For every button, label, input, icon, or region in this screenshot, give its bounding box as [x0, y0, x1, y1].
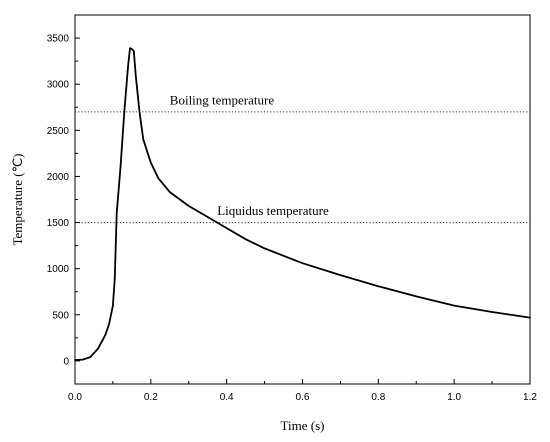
x-tick-label: 1.0 — [447, 392, 461, 403]
y-tick-label: 3500 — [47, 34, 70, 45]
x-tick-label: 0.0 — [68, 392, 82, 403]
y-tick-label: 2500 — [47, 126, 70, 137]
series-line-0 — [74, 47, 531, 361]
x-tick-label: 1.2 — [523, 392, 537, 403]
reference-label-0: Boiling temperature — [170, 92, 275, 107]
x-tick-label: 0.6 — [296, 392, 310, 403]
y-tick-label: 0 — [63, 356, 69, 367]
y-axis: 0 500 1000 1500 2000 2500 3000 3500 — [47, 34, 80, 367]
y-tick-label: 2000 — [47, 172, 70, 183]
y-tick-label: 1000 — [47, 264, 70, 275]
plot-frame — [74, 14, 531, 385]
x-tick-label: 0.2 — [144, 392, 158, 403]
y-tick-label: 3000 — [47, 80, 70, 91]
y-tick-label: 500 — [52, 310, 69, 321]
y-axis-title: Temperature (℃) — [10, 153, 25, 245]
x-axis-title: Time (s) — [281, 418, 325, 433]
plot-area: Boiling temperature Liquidus temperature — [74, 47, 531, 361]
x-axis: 0.0 0.2 0.4 0.6 0.8 1.0 1.2 — [68, 379, 537, 403]
reference-label-1: Liquidus temperature — [217, 203, 329, 218]
y-tick-label: 1500 — [47, 218, 70, 229]
x-tick-label: 0.8 — [371, 392, 385, 403]
x-tick-label: 0.4 — [220, 392, 234, 403]
